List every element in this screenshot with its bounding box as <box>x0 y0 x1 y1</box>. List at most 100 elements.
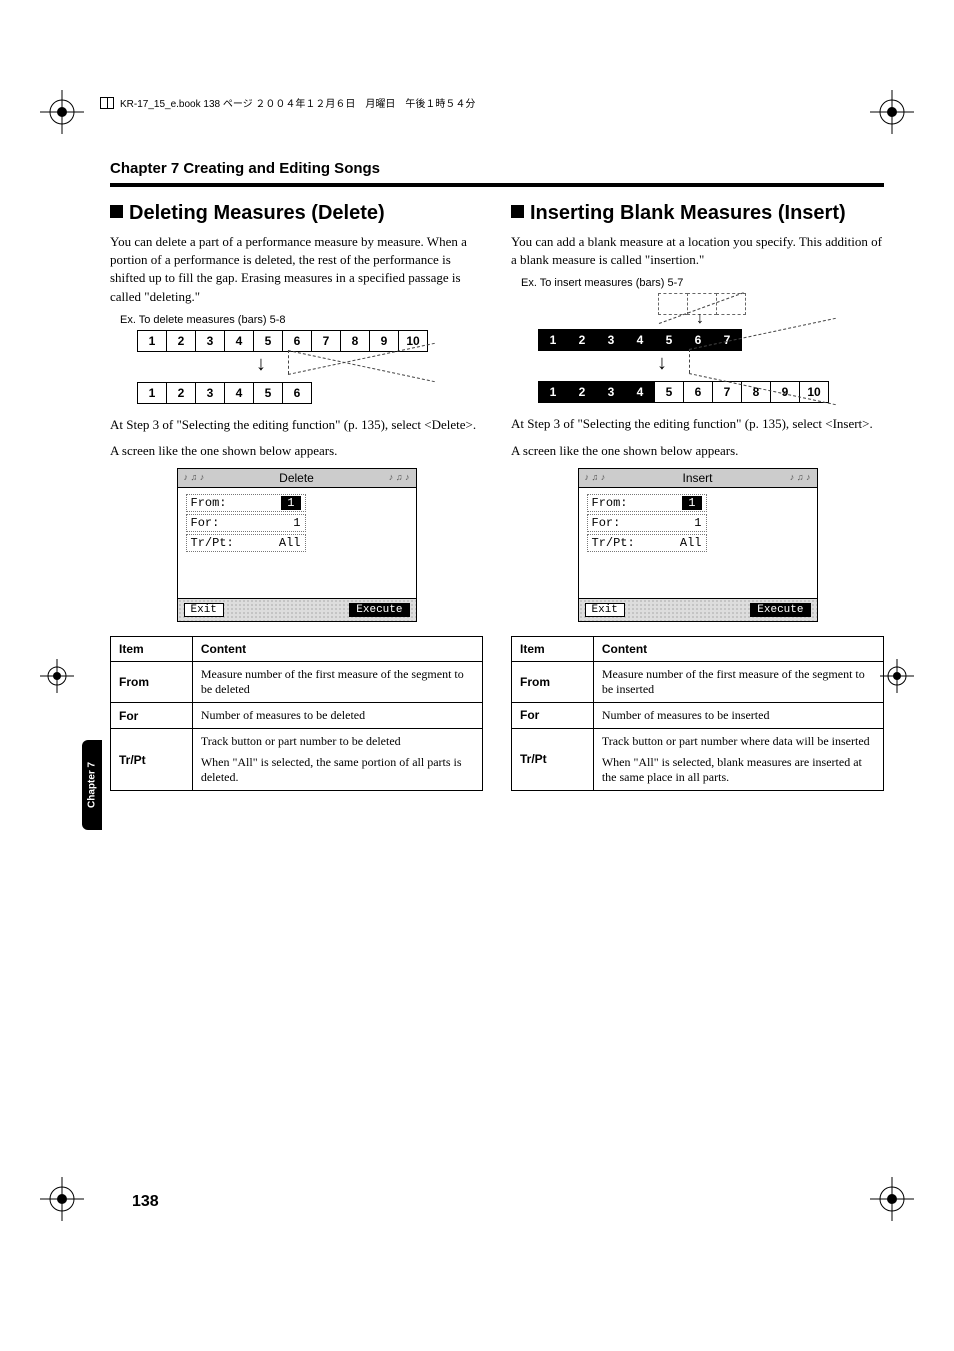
lcd-row: Tr/Pt: All <box>587 534 707 552</box>
lcd-row-label: Tr/Pt: <box>191 536 234 550</box>
header-runner-text: KR-17_15_e.book 138 ページ ２００４年１２月６日 月曜日 午… <box>120 95 475 110</box>
table-row: ForNumber of measures to be deleted <box>111 703 483 729</box>
delete-intro: You can delete a part of a performance m… <box>110 233 483 306</box>
execute-button[interactable]: Execute <box>349 603 409 617</box>
delete-screen-caption: A screen like the one shown below appear… <box>110 442 483 460</box>
table-item-cell: For <box>512 702 594 728</box>
square-bullet-icon <box>110 205 123 218</box>
registration-mark-icon <box>870 1177 914 1221</box>
side-tab: Chapter 7 <box>82 740 102 830</box>
lcd-row: From: 1 <box>587 494 707 512</box>
table-row: Tr/PtTrack button or part number to be d… <box>111 729 483 791</box>
print-header: KR-17_15_e.book 138 ページ ２００４年１２月６日 月曜日 午… <box>100 95 475 110</box>
table-item-cell: From <box>111 662 193 703</box>
lcd-title: Delete <box>178 469 416 488</box>
delete-heading: Deleting Measures (Delete) <box>110 201 483 225</box>
measure-cell: 2 <box>166 330 196 352</box>
book-icon <box>100 97 114 109</box>
lcd-title: Insert <box>579 469 817 488</box>
table-content-cell: Measure number of the first measure of t… <box>192 662 482 703</box>
lcd-row-label: From: <box>191 496 227 510</box>
table-item-cell: Tr/Pt <box>111 729 193 791</box>
insert-step-text: At Step 3 of "Selecting the editing func… <box>511 415 884 433</box>
measure-cell: 6 <box>683 381 713 403</box>
measure-cell: 9 <box>369 330 399 352</box>
table-head-content: Content <box>593 636 883 661</box>
chapter-rule <box>110 183 884 187</box>
lcd-row-value: All <box>279 536 301 550</box>
table-head-item: Item <box>111 637 193 662</box>
page-number: 138 <box>132 1193 159 1211</box>
lcd-row-label: For: <box>592 516 621 530</box>
lcd-row-label: From: <box>592 496 628 510</box>
lcd-row-label: For: <box>191 516 220 530</box>
lcd-row-value: 1 <box>694 516 701 530</box>
table-row: FromMeasure number of the first measure … <box>512 661 884 702</box>
lcd-row-label: Tr/Pt: <box>592 536 635 550</box>
table-item-cell: From <box>512 661 594 702</box>
measure-cell: 4 <box>625 381 655 403</box>
exit-button[interactable]: Exit <box>585 603 625 617</box>
measure-cell: 1 <box>538 329 568 351</box>
lcd-row-value: 1 <box>293 516 300 530</box>
table-content-cell: Measure number of the first measure of t… <box>593 661 883 702</box>
lcd-row-value: 1 <box>682 496 701 510</box>
delete-example-label: Ex. To delete measures (bars) 5-8 <box>120 314 483 326</box>
measure-cell: 2 <box>166 382 196 404</box>
measure-cell: 5 <box>253 382 283 404</box>
table-content-cell: Track button or part number where data w… <box>593 728 883 790</box>
chapter-title: Chapter 7 Creating and Editing Songs <box>110 160 884 177</box>
table-row: ForNumber of measures to be inserted <box>512 702 884 728</box>
registration-mark-icon <box>40 659 74 693</box>
execute-button[interactable]: Execute <box>750 603 810 617</box>
measure-cell: 5 <box>654 381 684 403</box>
insert-screen-caption: A screen like the one shown below appear… <box>511 442 884 460</box>
registration-mark-icon <box>40 90 84 134</box>
lcd-row-value: All <box>680 536 702 550</box>
table-row: FromMeasure number of the first measure … <box>111 662 483 703</box>
exit-button[interactable]: Exit <box>184 603 224 617</box>
lcd-row: From: 1 <box>186 494 306 512</box>
measure-cell: 1 <box>137 330 167 352</box>
lcd-row: For: 1 <box>186 514 306 532</box>
measure-cell: 2 <box>567 381 597 403</box>
measure-cell: 5 <box>654 329 684 351</box>
delete-step-text: At Step 3 of "Selecting the editing func… <box>110 416 483 434</box>
square-bullet-icon <box>511 205 524 218</box>
measure-cell: 3 <box>596 329 626 351</box>
lcd-row: Tr/Pt: All <box>186 534 306 552</box>
measure-cell: 1 <box>137 382 167 404</box>
table-item-cell: For <box>111 703 193 729</box>
measure-cell: 1 <box>538 381 568 403</box>
left-column: Deleting Measures (Delete) You can delet… <box>110 201 483 791</box>
table-item-cell: Tr/Pt <box>512 728 594 790</box>
insert-intro: You can add a blank measure at a locatio… <box>511 233 884 269</box>
table-content-cell: Track button or part number to be delete… <box>192 729 482 791</box>
down-arrow-icon: ↓ <box>657 353 667 373</box>
table-row: Tr/PtTrack button or part number where d… <box>512 728 884 790</box>
measure-cell: 6 <box>282 382 312 404</box>
delete-params-table: Item Content FromMeasure number of the f… <box>110 636 483 791</box>
insert-example-label: Ex. To insert measures (bars) 5-7 <box>521 277 884 289</box>
registration-mark-icon <box>40 1177 84 1221</box>
measure-cell: 4 <box>625 329 655 351</box>
right-column: Inserting Blank Measures (Insert) You ca… <box>511 201 884 791</box>
measure-cell: 7 <box>311 330 341 352</box>
insert-heading: Inserting Blank Measures (Insert) <box>511 201 884 225</box>
measure-cell: 2 <box>567 329 597 351</box>
delete-diagram: 12345678910 ↓ 123456 <box>110 330 483 404</box>
registration-mark-icon <box>870 90 914 134</box>
measure-cell: 3 <box>195 382 225 404</box>
lcd-row-value: 1 <box>281 496 300 510</box>
down-arrow-icon: ↓ <box>256 354 266 374</box>
down-arrow-icon: ↓ <box>696 311 704 327</box>
measure-cell <box>658 293 688 315</box>
measure-cell: 8 <box>340 330 370 352</box>
insert-params-table: Item Content FromMeasure number of the f… <box>511 636 884 791</box>
insert-diagram: ↓ 1234567 ↓ 12345678910 <box>511 293 884 403</box>
table-head-item: Item <box>512 636 594 661</box>
lcd-row: For: 1 <box>587 514 707 532</box>
insert-lcd: Insert From: 1 For: 1 Tr/Pt: All Exit Execute <box>578 468 818 622</box>
delete-lcd: Delete From: 1 For: 1 Tr/Pt: All Exit Execute <box>177 468 417 622</box>
measure-cell: 4 <box>224 382 254 404</box>
